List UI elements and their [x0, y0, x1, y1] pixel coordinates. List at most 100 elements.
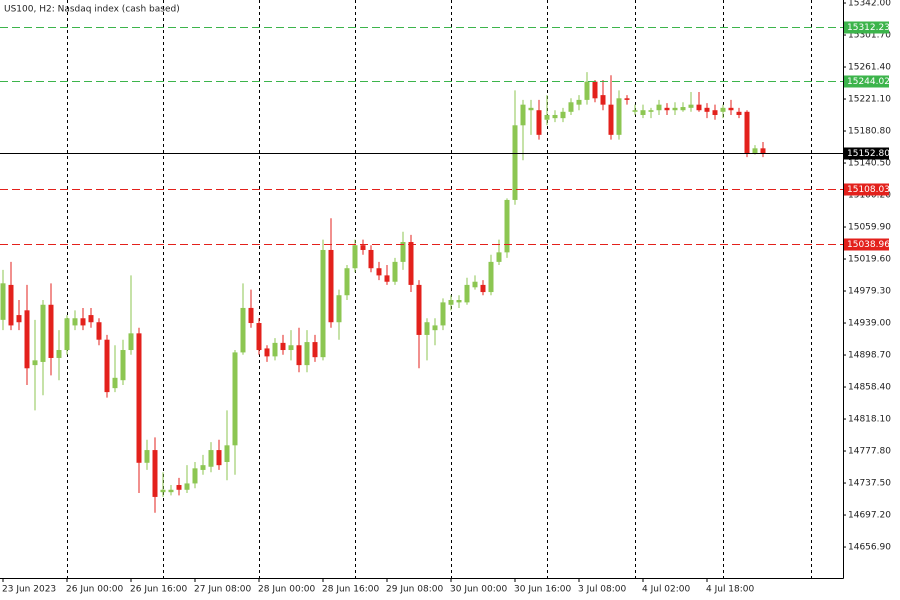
candle-body [680, 107, 686, 111]
candle-body [664, 107, 670, 111]
candle-body [632, 110, 638, 112]
y-tick-label: 15221.10 [848, 95, 891, 105]
candle-body [48, 304, 54, 358]
candle-body [40, 304, 46, 362]
candle-body [88, 315, 94, 323]
candle-body [432, 325, 438, 331]
y-tick-label: 15180.80 [848, 127, 891, 137]
candle-body [472, 281, 478, 288]
candle-body [288, 345, 294, 351]
level-label: 15312.23 [847, 23, 890, 33]
candle-body [464, 284, 470, 303]
candle-body [272, 342, 278, 357]
candle-body [528, 107, 534, 111]
candle-body [520, 104, 526, 126]
candle-body [248, 307, 254, 324]
candle-body [104, 339, 110, 393]
candle-body [72, 318, 78, 326]
candle-body [672, 107, 678, 111]
candle-body [584, 81, 590, 100]
candle-body [224, 445, 230, 462]
level-label: 15244.02 [847, 77, 890, 87]
x-tick-label: 3 Jul 08:00 [578, 585, 627, 595]
candle-body [536, 110, 542, 135]
candle-body [320, 249, 326, 358]
candle-body [56, 350, 62, 358]
candle-body [168, 489, 174, 493]
candle-body [384, 275, 390, 282]
candle-body [296, 345, 302, 366]
candle-body [704, 107, 710, 112]
candle-body [600, 95, 606, 105]
candle-body [208, 450, 214, 467]
candle-body [0, 283, 6, 320]
candle-body [480, 284, 486, 293]
level-label-bg [844, 238, 889, 251]
y-tick-label: 14898.70 [848, 351, 891, 361]
y-tick-label: 15261.40 [848, 63, 891, 73]
y-tick-label: 14818.10 [848, 415, 891, 425]
candle-body [544, 114, 550, 120]
candle-body [232, 352, 238, 446]
y-tick-label: 14777.80 [848, 447, 891, 457]
candle-body [80, 318, 86, 326]
candle-body [760, 148, 766, 154]
y-tick-label: 15140.50 [848, 159, 891, 169]
y-tick-label: 14656.90 [848, 543, 891, 553]
candle-body [712, 110, 718, 115]
y-tick-label: 15019.60 [848, 255, 891, 265]
candle-body [504, 199, 510, 253]
x-tick-label: 4 Jul 18:00 [706, 585, 755, 595]
level-label: 15152.80 [847, 149, 890, 159]
candle-body [344, 268, 350, 296]
candle-body [400, 242, 406, 262]
y-tick-label: 15301.70 [848, 31, 891, 41]
candle-body [720, 107, 726, 112]
candle-body [616, 98, 622, 135]
candle-body [312, 342, 318, 358]
level-label: 15038.96 [847, 240, 890, 250]
x-tick-label: 26 Jun 16:00 [130, 585, 187, 595]
candle-body [688, 104, 694, 108]
candle-body [200, 465, 206, 470]
y-tick-label: 14697.20 [848, 511, 891, 521]
candle-body [488, 261, 494, 293]
candle-body [456, 299, 462, 303]
candle-body [184, 483, 190, 490]
x-tick-label: 23 Jun 2023 [2, 585, 56, 595]
x-tick-label: 30 Jun 00:00 [450, 585, 507, 595]
candle-body [240, 307, 246, 353]
candle-body [552, 114, 558, 119]
y-tick-label: 14858.40 [848, 383, 891, 393]
candle-body [576, 99, 582, 105]
y-tick-label: 15342.00 [848, 0, 891, 9]
candle-body [624, 98, 630, 100]
candle-body [112, 377, 118, 389]
candle-body [560, 111, 566, 119]
candle-body [496, 252, 502, 262]
candle-body [160, 489, 166, 493]
candle-body [352, 245, 358, 269]
candle-body [736, 111, 742, 115]
level-label-bg [844, 147, 889, 160]
y-tick-label: 14979.30 [848, 287, 891, 297]
candle-body [424, 322, 430, 335]
candle-body [656, 104, 662, 111]
candle-body [336, 295, 342, 323]
x-tick-label: 4 Jul 02:00 [642, 585, 691, 595]
candle-body [144, 450, 150, 463]
x-tick-label: 28 Jun 00:00 [258, 585, 315, 595]
candle-body [176, 485, 182, 490]
x-tick-label: 28 Jun 16:00 [322, 585, 379, 595]
x-tick-label: 29 Jun 08:00 [386, 585, 443, 595]
candle-body [592, 81, 598, 99]
level-label-bg [844, 183, 889, 196]
candle-body [136, 333, 142, 463]
candle-body [96, 322, 102, 340]
candle-body [608, 104, 614, 135]
candle-body [32, 360, 38, 366]
level-label-bg [844, 75, 889, 88]
candle-body [64, 318, 70, 351]
chart-title: US100, H2: Nasdaq index (cash based) [4, 5, 180, 15]
candle-body [392, 261, 398, 282]
